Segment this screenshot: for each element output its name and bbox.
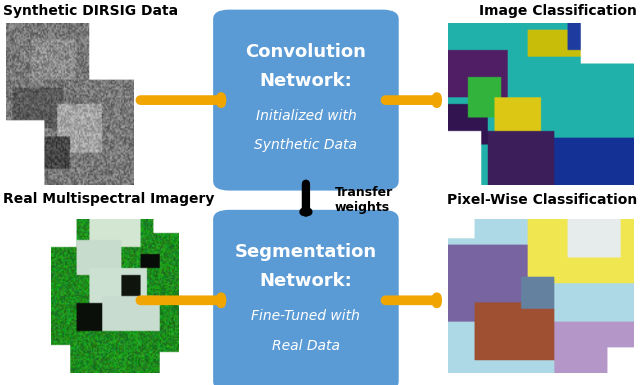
Text: Transfer
weights: Transfer weights bbox=[335, 186, 393, 214]
Text: Network:: Network: bbox=[260, 72, 352, 90]
FancyBboxPatch shape bbox=[213, 210, 399, 385]
Text: Initialized with: Initialized with bbox=[255, 109, 356, 123]
Text: Real Multispectral Imagery: Real Multispectral Imagery bbox=[3, 192, 214, 206]
Text: Synthetic DIRSIG Data: Synthetic DIRSIG Data bbox=[3, 4, 179, 18]
Text: Convolution: Convolution bbox=[246, 43, 366, 60]
Text: Fine-Tuned with: Fine-Tuned with bbox=[252, 310, 360, 323]
Text: Real Data: Real Data bbox=[272, 338, 340, 353]
Text: Synthetic Data: Synthetic Data bbox=[255, 138, 357, 152]
Text: Image Classification: Image Classification bbox=[479, 4, 637, 18]
FancyBboxPatch shape bbox=[213, 10, 399, 191]
Text: Segmentation: Segmentation bbox=[235, 243, 377, 261]
Text: Network:: Network: bbox=[260, 272, 352, 290]
Text: Pixel-Wise Classification: Pixel-Wise Classification bbox=[447, 192, 637, 206]
